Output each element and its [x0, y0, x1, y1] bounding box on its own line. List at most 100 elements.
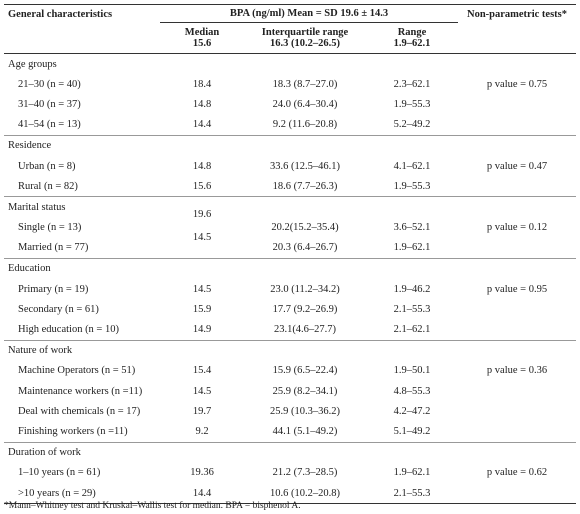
test-value: p value = 0.75 — [486, 78, 548, 90]
data-row: Single (n = 13) 19.6 20.2(15.2–35.4) 3.6–52… — [4, 209, 576, 238]
cell: 18.6 (7.7–26.3) — [272, 180, 338, 192]
cell: Urban (n = 8) — [18, 160, 76, 172]
cell: 44.1 (5.1–49.2) — [272, 425, 338, 437]
test-cell — [458, 483, 576, 504]
data-row: Secondary (n = 61) 15.9 17.7 (9.2–26.9) 2.1… — [4, 299, 576, 319]
data-row: Maintenance workers (n =11) 14.5 25.9 (8.2… — [4, 381, 576, 401]
cell: 14.4 — [192, 487, 212, 499]
test-cell — [458, 299, 576, 319]
test-value: p value = 0.12 — [486, 222, 548, 234]
header-cell: Median 15.6 — [160, 23, 244, 54]
test-cell — [458, 115, 576, 136]
cell: 4.2–47.2 — [393, 405, 431, 417]
header-text: 16.3 (10.2–26.5) — [270, 38, 340, 49]
group-row: Age groups — [4, 54, 576, 74]
data-row: 21–30 (n = 40) 18.4 18.3 (8.7–27.0) 2.3–62.… — [4, 74, 576, 94]
group-label: Duration of work — [4, 441, 576, 463]
data-row: Deal with chemicals (n = 17) 19.7 25.9 (10… — [4, 401, 576, 421]
cell: 15.4 — [192, 365, 212, 377]
footnote: *Mann–Whitney test and Kruskal–Wallis te… — [4, 501, 301, 511]
cell: 4.1–62.1 — [393, 160, 431, 172]
group-label: Age groups — [8, 58, 57, 70]
cell: Single (n = 13) — [18, 222, 82, 234]
cell: 15.9 — [192, 303, 212, 315]
cell: 14.4 — [192, 119, 212, 131]
group-row: Duration of work — [4, 441, 576, 463]
cell: Rural (n = 82) — [18, 180, 78, 192]
group-label: Residence — [4, 134, 576, 156]
cell: 4.8–55.3 — [393, 385, 431, 397]
data-row: Finishing workers (n =11) 9.2 44.1 (5.1–49… — [4, 421, 576, 442]
header-cell: Range 1.9–62.1 — [366, 23, 458, 54]
cell: 2.1–55.3 — [393, 303, 431, 315]
group-row: Nature of work — [4, 339, 576, 361]
cell: 1.9–62.1 — [393, 242, 431, 254]
test-value: p value = 0.47 — [486, 160, 548, 172]
cell: 25.9 (8.2–34.1) — [272, 385, 338, 397]
test-cell: p value = 0.12 — [458, 218, 576, 238]
cell: Maintenance workers (n =11) — [18, 385, 143, 397]
test-cell: p value = 0.75 — [458, 74, 576, 94]
test-value: p value = 0.62 — [486, 467, 548, 479]
cell: 31–40 (n = 37) — [18, 98, 81, 110]
test-cell — [458, 381, 576, 401]
cell: 19.36 — [190, 467, 214, 479]
group-label: Nature of work — [4, 339, 576, 361]
cell: 18.3 (8.7–27.0) — [272, 78, 338, 90]
cell: 1–10 years (n = 61) — [18, 467, 101, 479]
cell: 14.8 — [192, 98, 212, 110]
group-row: Marital status — [4, 196, 576, 218]
test-cell — [458, 238, 576, 259]
cell: 15.6 — [192, 180, 212, 192]
cell: 14.5 — [192, 385, 212, 397]
header-text: Median — [184, 27, 220, 38]
data-table: General characteristics BPA (ng/ml) Mean… — [4, 4, 576, 504]
test-cell — [458, 401, 576, 421]
cell: 25.9 (10.3–36.2) — [270, 405, 340, 417]
group-row: Education — [4, 257, 576, 280]
cell: 9.2 (11.6–20.8) — [272, 119, 338, 131]
cell: 17.7 (9.2–26.9) — [272, 303, 338, 315]
header-cell: Interquartile range 16.3 (10.2–26.5) — [244, 23, 366, 54]
test-cell — [458, 94, 576, 114]
header-text: 15.6 — [192, 38, 212, 49]
cell: 14.8 — [192, 160, 212, 172]
test-cell: p value = 0.47 — [458, 156, 576, 176]
cell: 20.3 (6.4–26.7) — [272, 242, 338, 254]
header-text: Range — [397, 27, 427, 38]
test-value: p value = 0.95 — [486, 283, 548, 295]
cell: 1.9–50.1 — [393, 365, 431, 377]
cell: Primary (n = 19) — [18, 283, 89, 295]
cell: 14.9 — [192, 324, 212, 336]
cell: 24.0 (6.4–30.4) — [272, 98, 338, 110]
header-text: Interquartile range — [261, 27, 349, 38]
cell: 1.9–55.3 — [393, 180, 431, 192]
cell: 14.5 — [192, 283, 212, 295]
cell: 5.1–49.2 — [393, 425, 431, 437]
data-row: Machine Operators (n = 51) 15.4 15.9 (6.5–… — [4, 361, 576, 381]
cell: Finishing workers (n =11) — [18, 425, 128, 437]
header-cell: Non-parametric tests* — [458, 4, 576, 54]
cell: Machine Operators (n = 51) — [18, 365, 136, 377]
cell: 1.9–62.1 — [393, 467, 431, 479]
cell: 2.3–62.1 — [393, 78, 431, 90]
cell: 3.6–52.1 — [393, 222, 431, 234]
cell: Married (n = 77) — [18, 242, 89, 254]
cell: 9.2 — [195, 425, 209, 437]
test-cell — [458, 176, 576, 197]
header-text: 1.9–62.1 — [393, 38, 431, 49]
cell: 23.1(4.6–27.7) — [273, 324, 337, 336]
cell: 23.0 (11.2–34.2) — [270, 283, 340, 295]
cell: 19.6 — [192, 209, 212, 221]
cell: 14.5 — [192, 232, 212, 244]
group-row: Residence — [4, 134, 576, 156]
test-cell: p value = 0.95 — [458, 279, 576, 299]
data-row: Urban (n = 8) 14.8 33.6 (12.5–46.1) 4.1–62.… — [4, 156, 576, 176]
header-cell: BPA (ng/ml) Mean = SD 19.6 ± 14.3 — [160, 4, 458, 23]
cell: 18.4 — [192, 78, 212, 90]
data-row: 1–10 years (n = 61) 19.36 21.2 (7.3–28.5) 1… — [4, 463, 576, 483]
cell: 20.2(15.2–35.4) — [271, 222, 339, 234]
data-row: Primary (n = 19) 14.5 23.0 (11.2–34.2) 1.9–… — [4, 279, 576, 299]
cell: 15.9 (6.5–22.4) — [272, 365, 338, 377]
